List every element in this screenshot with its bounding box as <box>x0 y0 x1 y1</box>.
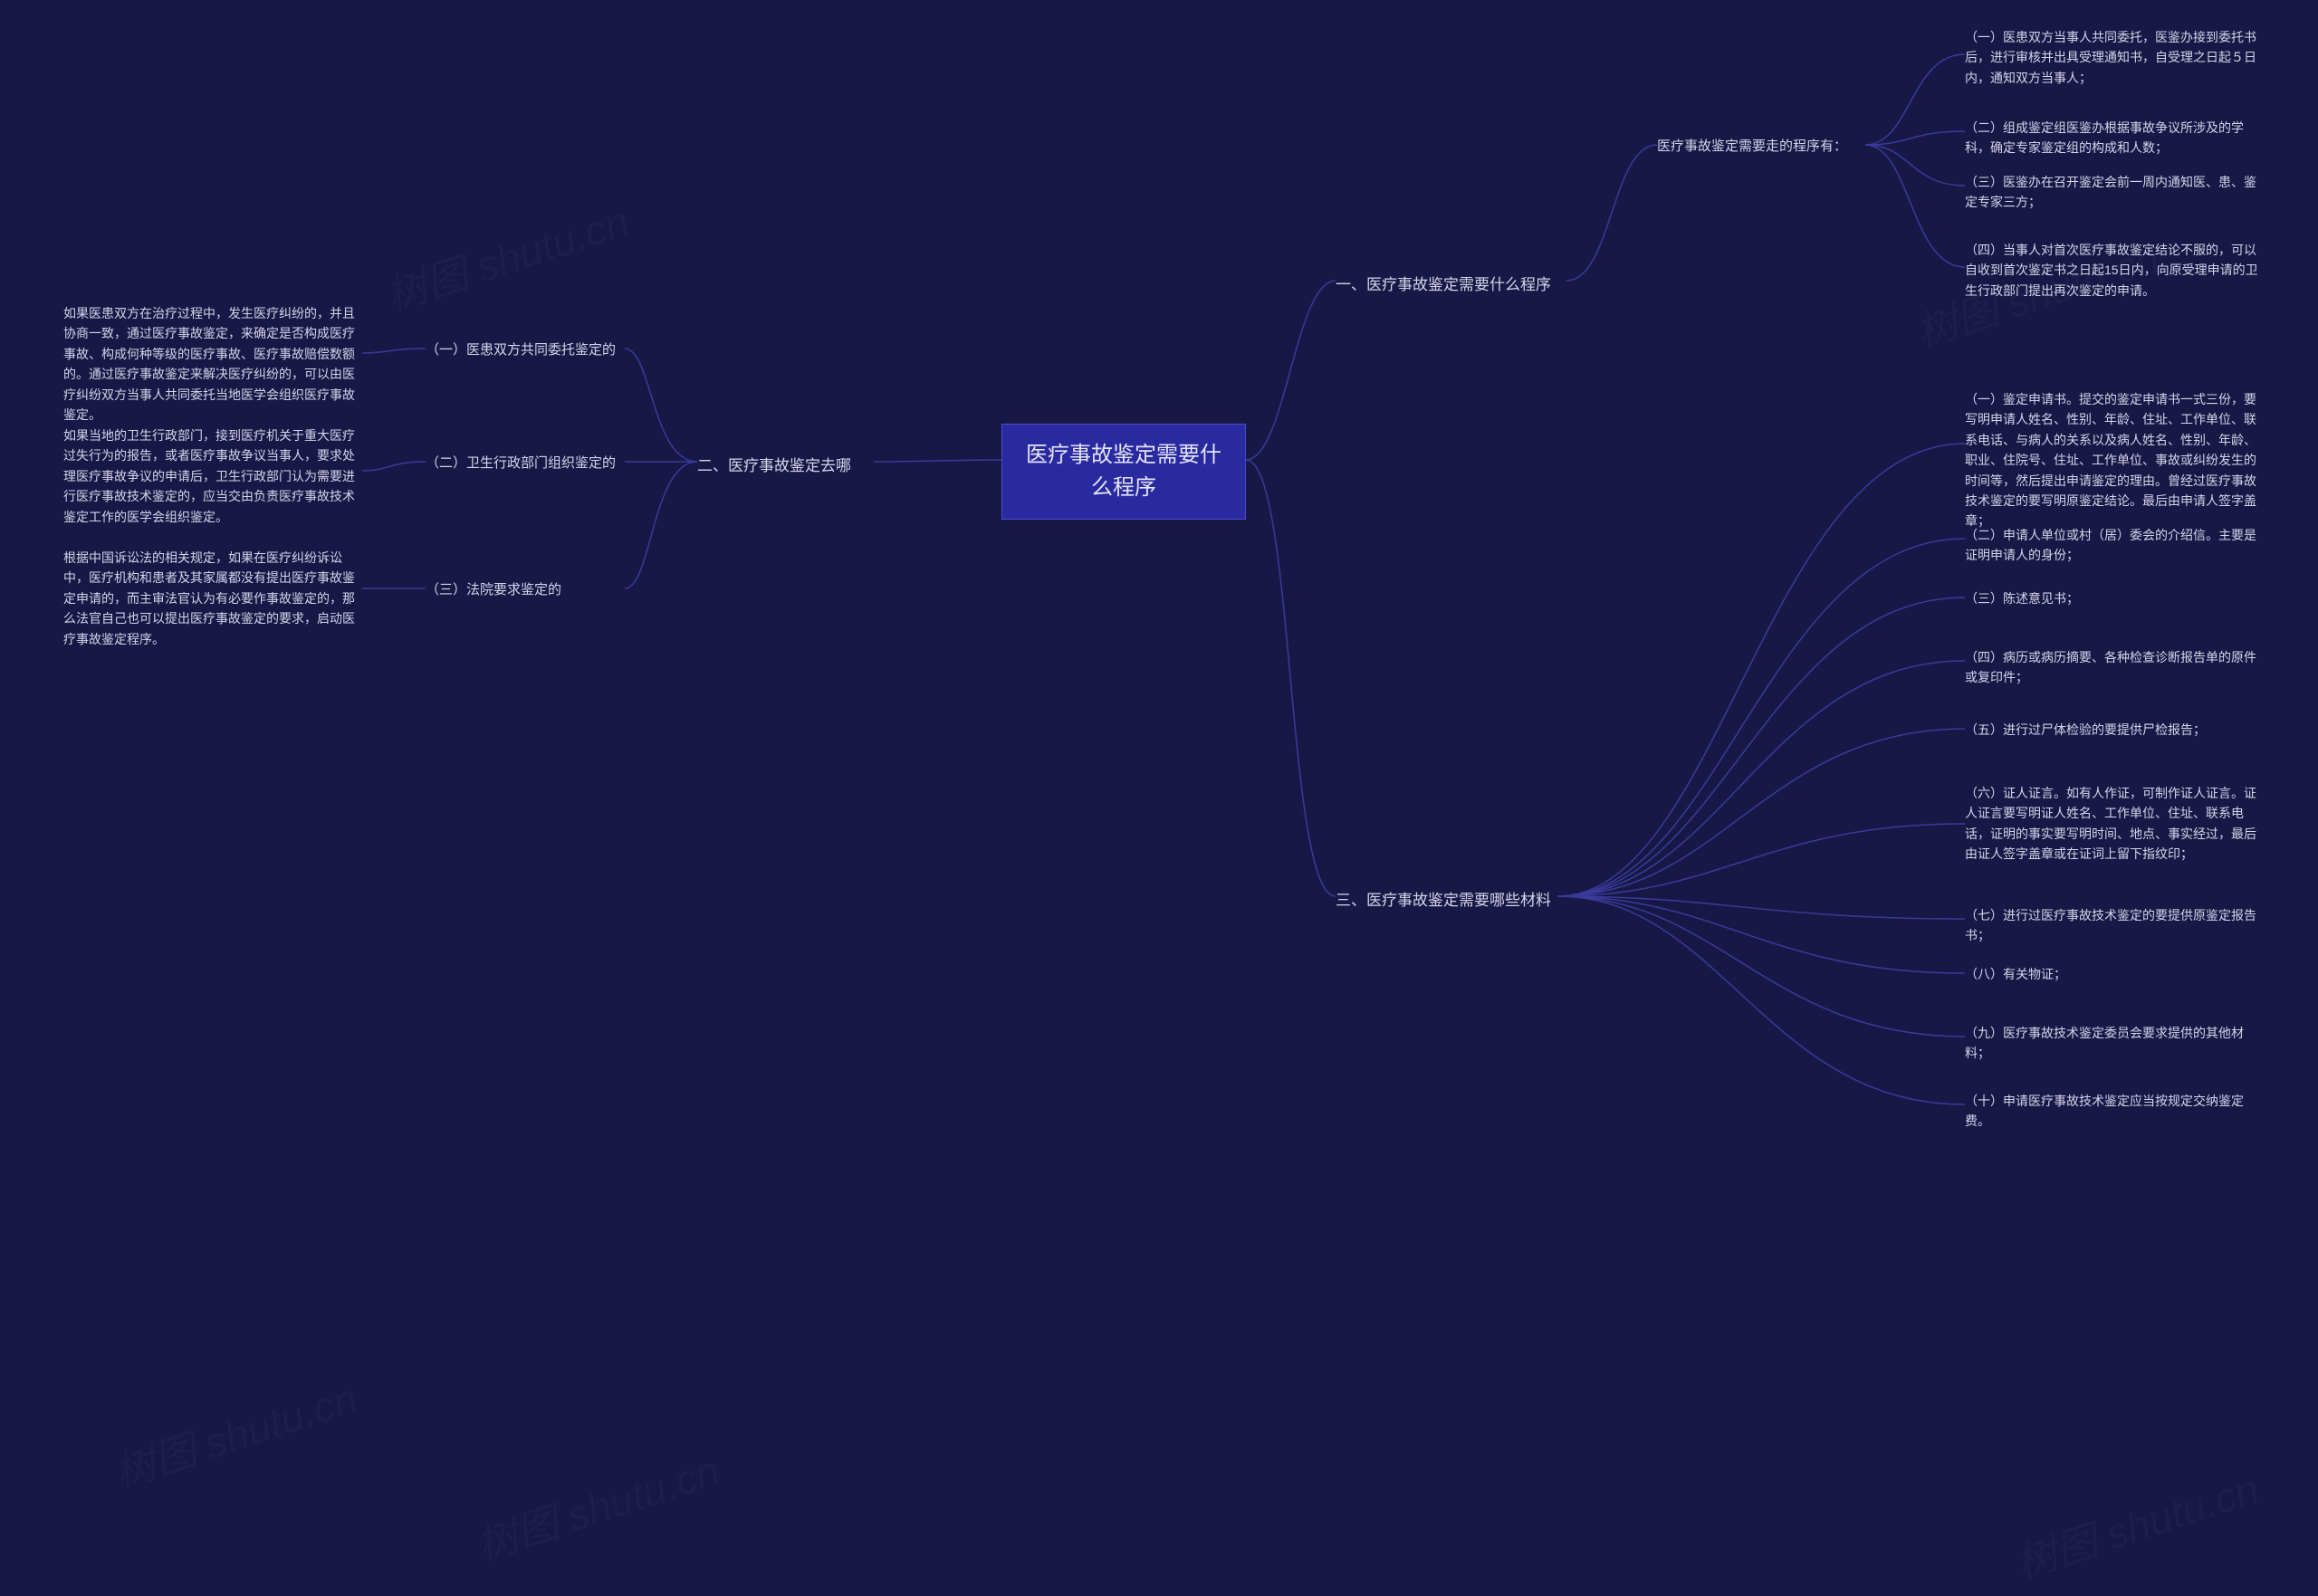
branch-1-label[interactable]: 一、医疗事故鉴定需要什么程序 <box>1336 272 1551 294</box>
watermark: 树图 shutu.cn <box>106 1366 364 1501</box>
watermark: 树图 shutu.cn <box>2007 1457 2265 1591</box>
branch-2-leaf-2: 如果当地的卫生行政部门，接到医疗机关于重大医疗过失行为的报告，或者医疗事故争议当… <box>63 425 362 527</box>
branch-2-sub-1[interactable]: （一）医患双方共同委托鉴定的 <box>426 339 616 358</box>
branch-3-leaf-1: （一）鉴定申请书。提交的鉴定申请书一式三份，要写明申请人姓名、性别、年龄、住址、… <box>1965 389 2264 531</box>
branch-3-leaf-10: （十）申请医疗事故技术鉴定应当按规定交纳鉴定费。 <box>1965 1091 2264 1132</box>
branch-3-leaf-6: （六）证人证言。如有人作证，可制作证人证言。证人证言要写明证人姓名、工作单位、住… <box>1965 783 2264 865</box>
watermark: 树图 shutu.cn <box>468 1438 726 1573</box>
branch-2-leaf-3: 根据中国诉讼法的相关规定，如果在医疗纠纷诉讼中，医疗机构和患者及其家属都没有提出… <box>63 548 362 649</box>
branch-1-sub-label[interactable]: 医疗事故鉴定需要走的程序有： <box>1657 136 1847 155</box>
branch-2-sub-3[interactable]: （三）法院要求鉴定的 <box>426 579 561 598</box>
branch-1-leaf-4: （四）当事人对首次医疗事故鉴定结论不服的，可以自收到首次鉴定书之日起15日内，向… <box>1965 240 2264 301</box>
branch-3-leaf-3: （三）陈述意见书； <box>1965 588 2264 608</box>
branch-1-leaf-2: （二）组成鉴定组医鉴办根据事故争议所涉及的学科，确定专家鉴定组的构成和人数； <box>1965 118 2264 158</box>
branch-1-leaf-3: （三）医鉴办在召开鉴定会前一周内通知医、患、鉴定专家三方； <box>1965 172 2264 213</box>
branch-1-leaf-1: （一）医患双方当事人共同委托，医鉴办接到委托书后，进行审核并出具受理通知书，自受… <box>1965 27 2264 88</box>
watermark: 树图 shutu.cn <box>378 189 636 324</box>
center-node[interactable]: 医疗事故鉴定需要什么程序 <box>1001 424 1246 520</box>
branch-3-leaf-9: （九）医疗事故技术鉴定委员会要求提供的其他材料； <box>1965 1023 2264 1064</box>
branch-2-leaf-1: 如果医患双方在治疗过程中，发生医疗纠纷的，并且协商一致，通过医疗事故鉴定，来确定… <box>63 303 362 425</box>
branch-3-label[interactable]: 三、医疗事故鉴定需要哪些材料 <box>1336 887 1551 910</box>
branch-3-leaf-4: （四）病历或病历摘要、各种检查诊断报告单的原件或复印件； <box>1965 647 2264 688</box>
branch-2-label[interactable]: 二、医疗事故鉴定去哪 <box>697 453 851 475</box>
branch-3-leaf-5: （五）进行过尸体检验的要提供尸检报告； <box>1965 720 2264 740</box>
branch-3-leaf-7: （七）进行过医疗事故技术鉴定的要提供原鉴定报告书； <box>1965 905 2264 946</box>
branch-3-leaf-2: （二）申请人单位或村（居）委会的介绍信。主要是证明申请人的身份； <box>1965 525 2264 566</box>
branch-2-sub-2[interactable]: （二）卫生行政部门组织鉴定的 <box>426 453 616 472</box>
branch-3-leaf-8: （八）有关物证； <box>1965 964 2264 984</box>
